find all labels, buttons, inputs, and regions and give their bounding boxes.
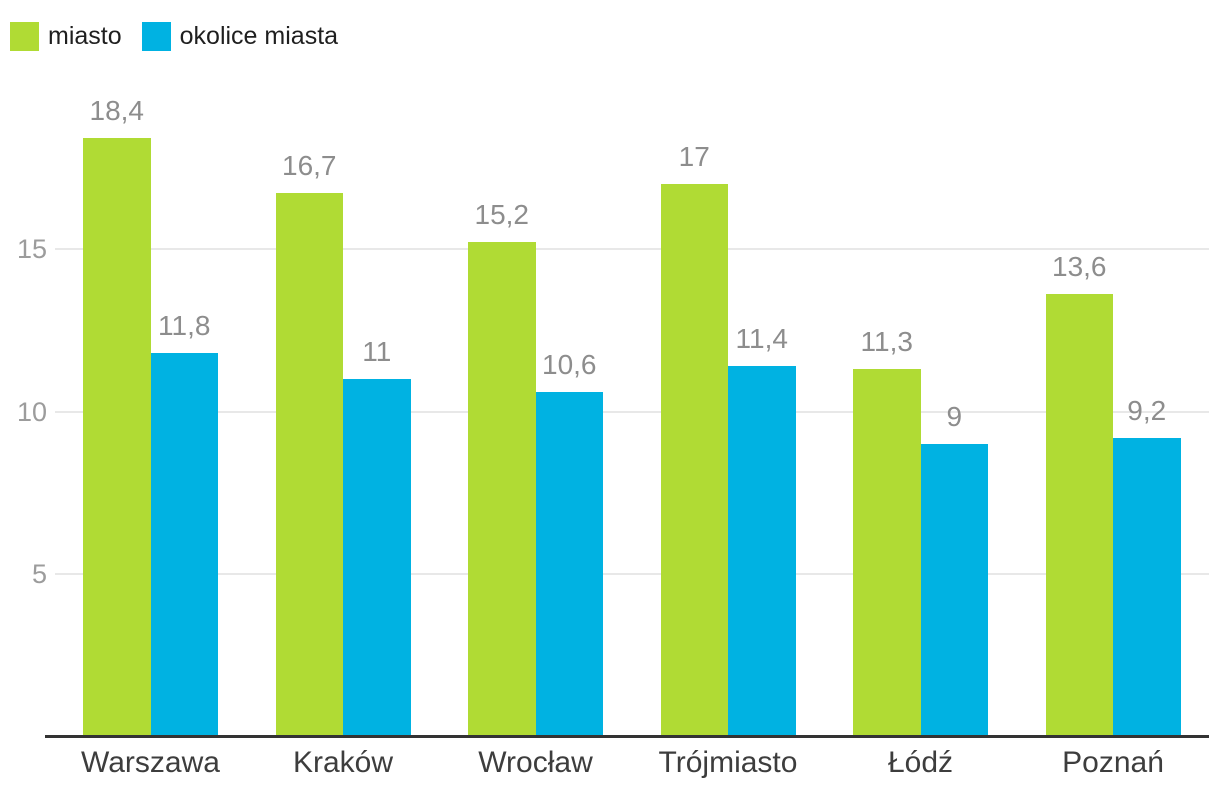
value-label-okolice-miasta-0: 11,8 — [158, 309, 211, 341]
value-label-okolice-miasta-3: 11,4 — [735, 322, 788, 354]
category-label-5: Poznań — [1062, 746, 1164, 779]
category-label-2: Wrocław — [478, 746, 593, 779]
value-label-okolice-miasta-4: 9 — [946, 401, 963, 433]
value-label-miasto-0: 18,4 — [89, 95, 145, 127]
gridline-10 — [55, 410, 1209, 413]
bar-okolice-miasta-0 — [150, 352, 218, 737]
bar-miasto-5 — [1045, 294, 1113, 737]
y-tick-label-10: 10 — [16, 396, 47, 427]
value-label-miasto-5: 13,6 — [1052, 251, 1107, 283]
bar-miasto-3 — [660, 183, 728, 737]
bar-miasto-4 — [853, 369, 921, 737]
value-label-okolice-miasta-2: 10,6 — [542, 348, 597, 380]
bar-okolice-miasta-2 — [535, 391, 603, 737]
gridline-15 — [55, 247, 1209, 250]
legend-item-okolice-miasta: okolice miasta — [141, 22, 339, 51]
bar-okolice-miasta-4 — [920, 444, 988, 737]
category-label-1: Kraków — [292, 746, 394, 779]
value-label-miasto-2: 15,2 — [474, 199, 530, 231]
bar-okolice-miasta-3 — [728, 365, 796, 737]
y-tick-label-5: 5 — [31, 559, 47, 590]
bar-okolice-miasta-5 — [1113, 437, 1181, 737]
category-label-3: Trójmiasto — [658, 746, 798, 779]
bar-okolice-miasta-1 — [343, 378, 411, 737]
value-label-miasto-1: 16,7 — [282, 150, 337, 182]
bar-miasto-0 — [83, 138, 151, 737]
legend-label-okolice-miasta: okolice miasta — [179, 22, 339, 50]
bar-miasto-1 — [275, 193, 343, 737]
value-label-okolice-miasta-1: 11 — [362, 335, 392, 367]
category-label-4: Łódź — [887, 746, 954, 779]
value-label-okolice-miasta-5: 9,2 — [1127, 394, 1167, 426]
bar-miasto-2 — [468, 242, 536, 737]
gridline-5 — [55, 573, 1209, 576]
legend-swatch-miasto-icon — [10, 22, 39, 51]
legend-label-miasto: miasto — [48, 22, 122, 50]
y-tick-label-15: 15 — [16, 233, 47, 264]
legend-swatch-okolice-miasta-icon — [141, 22, 171, 51]
value-label-miasto-4: 11,3 — [860, 326, 913, 358]
legend-item-miasto: miasto — [10, 22, 122, 51]
value-label-miasto-3: 17 — [678, 140, 710, 172]
x-axis-line — [45, 735, 1209, 738]
category-label-0: Warszawa — [81, 746, 220, 779]
legend: miasto okolice miasta — [10, 22, 338, 51]
